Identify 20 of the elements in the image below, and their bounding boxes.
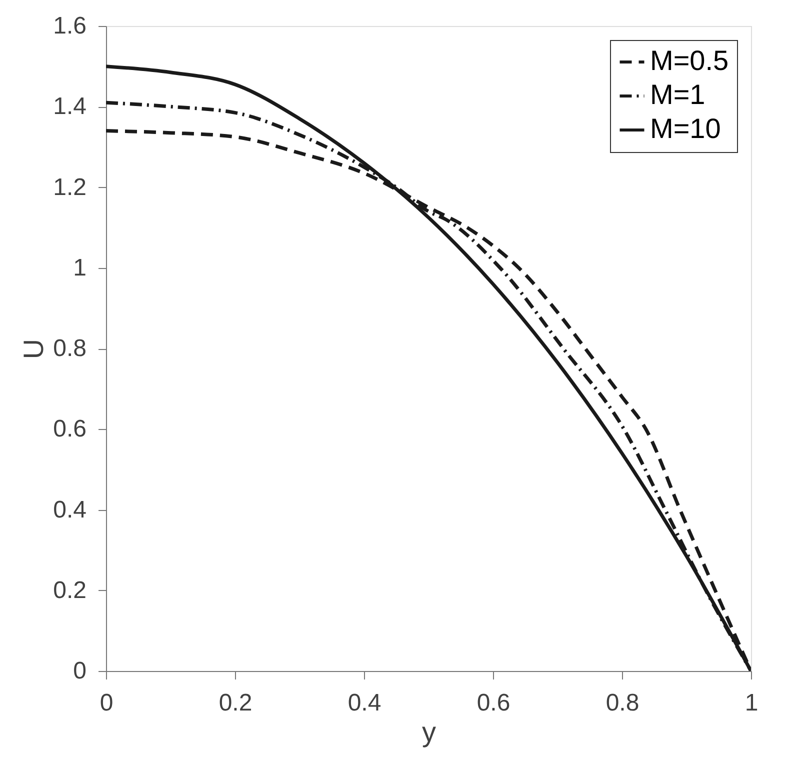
y-tick-label: 0.8 bbox=[53, 335, 86, 362]
y-tick-label: 1.2 bbox=[53, 174, 86, 201]
x-tick-label: 0.6 bbox=[476, 690, 510, 716]
x-tick-label: 0.8 bbox=[606, 690, 640, 716]
y-tick-label: 1.6 bbox=[53, 12, 86, 40]
legend-label: M=1 bbox=[650, 79, 706, 110]
x-tick-label: 0.2 bbox=[218, 690, 252, 716]
x-tick-label: 0.4 bbox=[348, 690, 382, 716]
y-tick-label: 0.6 bbox=[53, 416, 86, 443]
legend-label: M=0.5 bbox=[650, 45, 729, 76]
legend-label: M=10 bbox=[650, 113, 721, 144]
y-tick-label: 0.2 bbox=[53, 576, 86, 604]
y-tick-label: 1.4 bbox=[53, 93, 86, 120]
y-tick-label: 0.4 bbox=[53, 496, 86, 524]
x-axis-title: y bbox=[422, 716, 436, 748]
x-tick-label: 1 bbox=[744, 690, 758, 716]
y-tick-label: 0 bbox=[73, 658, 86, 684]
y-tick-label: 1 bbox=[73, 254, 86, 282]
y-axis-title: U bbox=[18, 338, 50, 360]
x-tick-label: 0 bbox=[100, 690, 114, 716]
